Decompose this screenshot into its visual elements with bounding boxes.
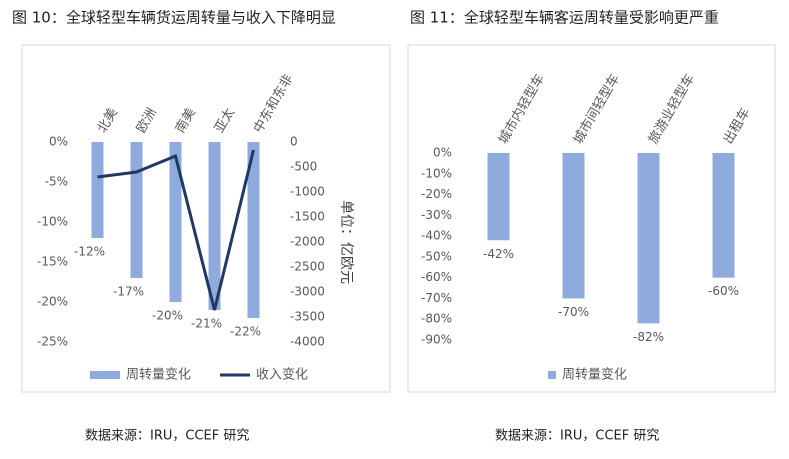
x-tick-label: 旅游业轻型车 bbox=[645, 71, 698, 147]
y2-tick-label: -1000 bbox=[290, 185, 325, 199]
data-label: -82% bbox=[633, 330, 664, 344]
bar bbox=[208, 142, 221, 310]
y-tick-label: -30% bbox=[421, 208, 452, 222]
x-tick-label: 南美 bbox=[172, 105, 199, 136]
y2-tick-label: -3000 bbox=[290, 285, 325, 299]
bar bbox=[712, 153, 735, 278]
y2-tick-label: -2500 bbox=[290, 260, 325, 274]
y2-tick-label: -3500 bbox=[290, 310, 325, 324]
data-label: -20% bbox=[152, 309, 183, 323]
bar bbox=[637, 153, 660, 324]
x-tick-label: 北美 bbox=[95, 106, 121, 136]
bar bbox=[91, 142, 104, 238]
y-tick-label: 0% bbox=[49, 135, 68, 149]
source-note: 数据来源：IRU，CCEF 研究 bbox=[495, 429, 659, 444]
y2-axis-title: 单位：亿欧元 bbox=[338, 200, 354, 284]
legend-label: 收入变化 bbox=[256, 367, 308, 383]
x-tick-label: 欧洲 bbox=[134, 106, 160, 136]
bar bbox=[487, 153, 510, 241]
bar bbox=[169, 142, 182, 302]
y-tick-label: -80% bbox=[421, 312, 452, 326]
y2-tick-label: -500 bbox=[290, 160, 317, 174]
chart-title: 图 11：全球轻型车辆客运周转量受影响更严重 bbox=[410, 9, 719, 27]
y2-tick-label: -4000 bbox=[290, 335, 325, 349]
data-label: -42% bbox=[483, 247, 514, 261]
legend-label: 周转量变化 bbox=[562, 367, 627, 383]
y-tick-label: -50% bbox=[421, 249, 452, 263]
y-tick-label: -5% bbox=[45, 175, 68, 189]
data-label: -22% bbox=[230, 325, 261, 339]
x-tick-label: 亚太 bbox=[212, 106, 238, 136]
legend-swatch bbox=[548, 371, 556, 379]
bar bbox=[130, 142, 143, 278]
data-label: -70% bbox=[558, 305, 589, 319]
x-tick-label: 城市间轻型车 bbox=[570, 71, 623, 147]
y2-tick-label: -1500 bbox=[290, 210, 325, 224]
bar bbox=[562, 153, 585, 299]
y-tick-label: -40% bbox=[421, 229, 452, 243]
y-tick-label: -20% bbox=[37, 295, 68, 309]
x-tick-label: 中东和东非 bbox=[251, 72, 296, 136]
y-tick-label: -60% bbox=[421, 270, 452, 284]
y2-tick-label: 0 bbox=[290, 135, 298, 149]
legend-swatch bbox=[90, 371, 120, 379]
x-tick-label: 出租车 bbox=[720, 105, 753, 147]
line bbox=[97, 149, 255, 311]
legend-label: 周转量变化 bbox=[126, 367, 191, 383]
data-label: -60% bbox=[708, 284, 739, 298]
bar bbox=[247, 142, 260, 318]
panel-frame bbox=[407, 44, 776, 393]
y-tick-label: -25% bbox=[37, 335, 68, 349]
y-tick-label: -10% bbox=[421, 166, 452, 180]
data-label: -17% bbox=[113, 285, 144, 299]
y-tick-label: 0% bbox=[433, 146, 452, 160]
y-tick-label: -20% bbox=[421, 187, 452, 201]
chart-title: 图 10：全球轻型车辆货运周转量与收入下降明显 bbox=[12, 9, 336, 27]
y-tick-label: -90% bbox=[421, 333, 452, 347]
data-label: -21% bbox=[191, 317, 222, 331]
source-note: 数据来源：IRU，CCEF 研究 bbox=[85, 429, 249, 444]
panel-frame bbox=[21, 44, 391, 393]
y-tick-label: -15% bbox=[37, 255, 68, 269]
x-tick-label: 城市内轻型车 bbox=[495, 71, 548, 147]
y-tick-label: -70% bbox=[421, 291, 452, 305]
data-label: -12% bbox=[74, 245, 105, 259]
y-tick-label: -10% bbox=[37, 215, 68, 229]
y2-tick-label: -2000 bbox=[290, 235, 325, 249]
